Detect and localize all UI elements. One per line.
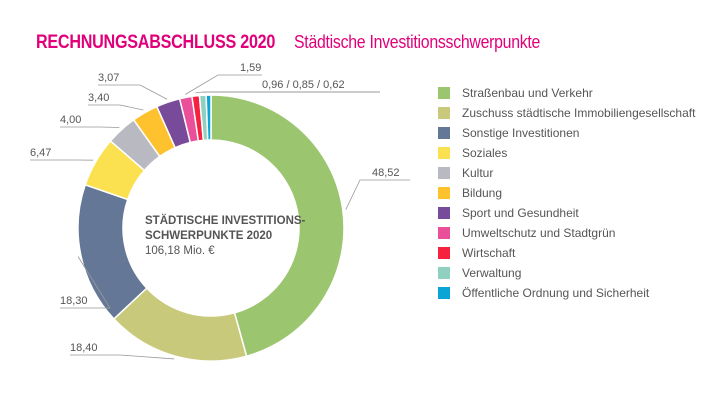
legend-swatch [438,127,450,139]
data-label-combined: 0,96 / 0,85 / 0,62 [262,79,345,91]
legend-label: Kultur [462,166,494,180]
legend-swatch [438,227,450,239]
legend-label: Öffentliche Ordnung und Sicherheit [462,286,650,300]
data-label-1: 18,40 [70,342,98,354]
legend-label: Umweltschutz und Stadtgrün [462,226,616,240]
data-label-6: 3,07 [98,72,119,84]
leader-line-6 [98,84,168,100]
legend: Straßenbau und Verkehr Zuschuss städtisch… [438,83,695,303]
data-label-4: 4,00 [60,114,81,126]
legend-item: Kultur [438,163,695,183]
slice-10 [205,94,212,141]
legend-swatch [438,107,450,119]
legend-label: Bildung [462,186,503,200]
title-main: RECHNUNGSABSCHLUSS 2020 [36,32,276,53]
leader-line-2 [60,256,111,309]
legend-item: Verwaltung [438,263,695,283]
legend-swatch [438,87,450,99]
legend-item: Soziales [438,143,695,163]
legend-swatch [438,207,450,219]
legend-item: Sonstige Investitionen [438,123,695,143]
legend-label: Wirtschaft [462,246,516,260]
data-label-7: 1,59 [240,62,261,74]
legend-item: Zuschuss städtische Immobiliengesellscha… [438,103,695,123]
center-total: 106,18 Mio. € [145,245,215,257]
legend-label: Verwaltung [462,266,522,280]
data-label-2: 18,30 [60,295,88,307]
center-line2: SCHWERPUNKTE 2020 [145,230,273,242]
legend-item: Umweltschutz und Stadtgrün [438,223,695,243]
slice-0 [210,94,345,358]
legend-swatch [438,187,450,199]
leader-line-1 [70,354,175,360]
legend-label: Sonstige Investitionen [462,126,580,140]
legend-item: Wirtschaft [438,243,695,263]
data-label-3: 6,47 [30,147,51,159]
title-sub: Städtische Investitionsschwerpunkte [294,32,541,52]
legend-swatch [438,267,450,279]
legend-swatch [438,287,450,299]
leader-line-0 [345,179,410,210]
chart-title: RECHNUNGSABSCHLUSS 2020 Städtische Inves… [36,32,574,54]
legend-label: Straßenbau und Verkehr [462,86,593,100]
legend-swatch [438,247,450,259]
legend-item: Bildung [438,183,695,203]
data-label-5: 3,40 [88,92,109,104]
legend-swatch [438,167,450,179]
legend-item: Sport und Gesundheit [438,203,695,223]
legend-item: Öffentliche Ordnung und Sicherheit [438,283,695,303]
leader-line-7 [184,74,262,95]
slice-2 [77,183,148,320]
center-label: STÄDTISCHE INVESTITIONS- SCHWERPUNKTE 20… [145,214,305,259]
leader-line-5 [88,104,144,111]
legend-item: Straßenbau und Verkehr [438,83,695,103]
legend-label: Sport und Gesundheit [462,206,579,220]
legend-swatch [438,147,450,159]
center-line1: STÄDTISCHE INVESTITIONS- [145,215,306,227]
legend-label: Soziales [462,146,508,160]
legend-label: Zuschuss städtische Immobiliengesellscha… [462,106,696,120]
data-label-0: 48,52 [372,167,400,179]
